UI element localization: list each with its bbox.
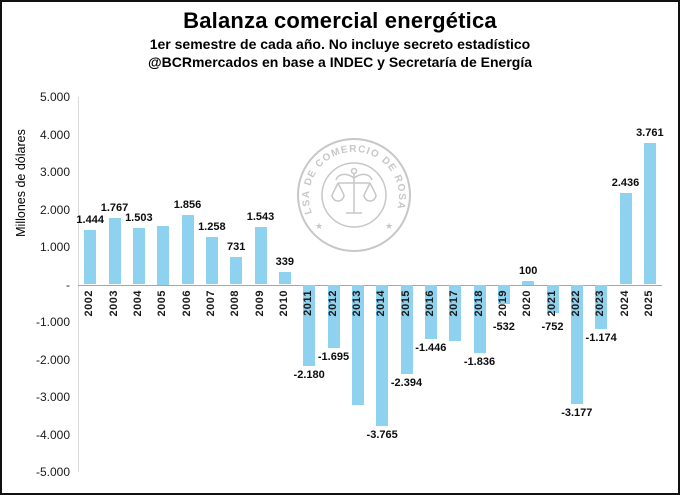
bar-2016 xyxy=(424,284,437,339)
bar-2013 xyxy=(351,284,364,405)
bar-2025 xyxy=(643,143,656,285)
y-tick-label: 2.000 xyxy=(39,202,70,217)
data-label-2007: 1.258 xyxy=(198,221,226,234)
plot-area: 1.444 2002 1.767 2003 1.503 2004 2005 1.856 2006… xyxy=(76,97,664,472)
data-label-2010: 339 xyxy=(275,255,294,268)
data-label-2020: 100 xyxy=(518,264,538,277)
data-label-2006: 1.856 xyxy=(173,198,202,211)
bar-2023 xyxy=(595,284,608,329)
y-tick-label: 1.000 xyxy=(39,240,70,254)
y-tick-label: -2.000 xyxy=(35,352,70,367)
bar-2015 xyxy=(400,284,413,375)
y-tick-label: 4.000 xyxy=(39,127,70,142)
bar-2017 xyxy=(449,284,462,341)
x-axis-label-2008: 2008 xyxy=(229,289,242,316)
x-axis-label-2003: 2003 xyxy=(107,289,120,316)
x-axis-label-2015: 2015 xyxy=(399,289,412,316)
bar-2006 xyxy=(181,214,194,285)
x-axis-label-2012: 2012 xyxy=(326,289,339,316)
bar-2014 xyxy=(376,284,389,426)
y-tick-label: 5.000 xyxy=(39,90,70,104)
data-label-2008: 731 xyxy=(226,241,246,254)
y-tick-label: -5.000 xyxy=(35,465,70,479)
bar-2012 xyxy=(327,284,340,349)
x-axis-label-2025: 2025 xyxy=(642,289,655,316)
x-axis-label-2009: 2009 xyxy=(253,289,266,316)
bar-2004 xyxy=(132,228,145,285)
x-axis-label-2007: 2007 xyxy=(204,289,217,316)
bar-2020 xyxy=(522,280,535,285)
bar-2010 xyxy=(278,271,291,285)
seal-arc-text: BOLSA DE COMERCIO DE ROSARIO xyxy=(292,133,406,215)
x-axis-label-2020: 2020 xyxy=(521,289,534,316)
x-axis-label-2013: 2013 xyxy=(350,289,363,316)
bar-2008 xyxy=(230,257,243,285)
x-axis-label-2004: 2004 xyxy=(131,289,144,316)
x-axis-label-2011: 2011 xyxy=(302,289,315,316)
y-tick-label: -1.000 xyxy=(35,315,70,329)
y-tick-label: -4.000 xyxy=(35,427,70,442)
data-label-2025: 3.761 xyxy=(636,127,664,140)
bar-2024 xyxy=(619,193,632,285)
star-icon: ★ xyxy=(385,221,393,231)
svg-text:BOLSA DE COMERCIO DE ROSARIO: BOLSA DE COMERCIO DE ROSARIO xyxy=(292,133,407,215)
bar-2021 xyxy=(546,284,559,313)
bar-2005 xyxy=(157,226,170,285)
x-axis-label-2006: 2006 xyxy=(180,289,193,316)
data-label-2012: -1.695 xyxy=(317,351,350,364)
data-label-2019: -532 xyxy=(492,320,515,333)
bar-2018 xyxy=(473,284,486,354)
bar-2019 xyxy=(497,284,510,305)
zero-axis-line xyxy=(78,284,662,286)
x-axis-label-2005: 2005 xyxy=(156,289,169,316)
y-tick-label: 3.000 xyxy=(39,165,70,179)
data-label-2015: -2.394 xyxy=(390,377,423,390)
chart-subtitle: 1er semestre de cada año. No incluye sec… xyxy=(149,36,531,52)
x-axis-label-2014: 2014 xyxy=(375,289,388,316)
bar-2003 xyxy=(108,218,121,285)
scales-icon xyxy=(331,167,377,214)
watermark-seal: BOLSA DE COMERCIO DE ROSARIO ★ ★ xyxy=(292,133,411,252)
data-label-2024: 2.436 xyxy=(611,177,640,190)
data-label-2009: 1.543 xyxy=(246,210,275,223)
y-axis-ticks: 5.000 4.000 3.000 2.000 1.000 - -1.000 -2.000 -3… xyxy=(22,90,70,479)
star-icon: ★ xyxy=(315,221,323,231)
x-axis-label-2018: 2018 xyxy=(472,289,485,316)
x-axis-label-2021: 2021 xyxy=(545,289,558,316)
data-label-2011: -2.180 xyxy=(293,369,325,382)
data-label-2018: -1.836 xyxy=(463,356,496,369)
data-label-2023: -1.174 xyxy=(585,331,617,344)
y-tick-label: -3.000 xyxy=(35,390,70,404)
chart-title: Balanza comercial energética xyxy=(183,8,497,33)
x-axis-label-2022: 2022 xyxy=(569,289,582,316)
data-label-2022: -3.177 xyxy=(561,406,593,419)
bar-2009 xyxy=(254,226,267,285)
data-label-2003: 1.767 xyxy=(100,202,129,215)
x-axis-label-2017: 2017 xyxy=(448,289,461,316)
y-tick-label: - xyxy=(66,277,70,292)
bar-2022 xyxy=(570,284,583,404)
seal-outer-circle xyxy=(297,138,411,252)
bar-2002 xyxy=(84,230,97,285)
data-label-2002: 1.444 xyxy=(76,214,104,227)
data-label-2021: -752 xyxy=(541,320,564,333)
bar-2007 xyxy=(205,237,218,285)
x-axis-label-2016: 2016 xyxy=(423,289,436,316)
data-label-2016: -1.446 xyxy=(415,341,447,354)
data-label-2014: -3.765 xyxy=(366,428,398,441)
x-axis-label-2023: 2023 xyxy=(594,289,607,316)
seal-inner-circle xyxy=(321,162,387,228)
x-axis-label-2002: 2002 xyxy=(83,289,96,316)
x-axis-label-2019: 2019 xyxy=(496,289,509,316)
chart-source-line: @BCRmercados en base a INDEC y Secretarí… xyxy=(147,54,533,70)
data-label-2004: 1.503 xyxy=(125,212,153,225)
x-axis-label-2024: 2024 xyxy=(618,289,631,316)
x-axis-label-2010: 2010 xyxy=(277,289,290,316)
bar-2011 xyxy=(303,284,316,367)
